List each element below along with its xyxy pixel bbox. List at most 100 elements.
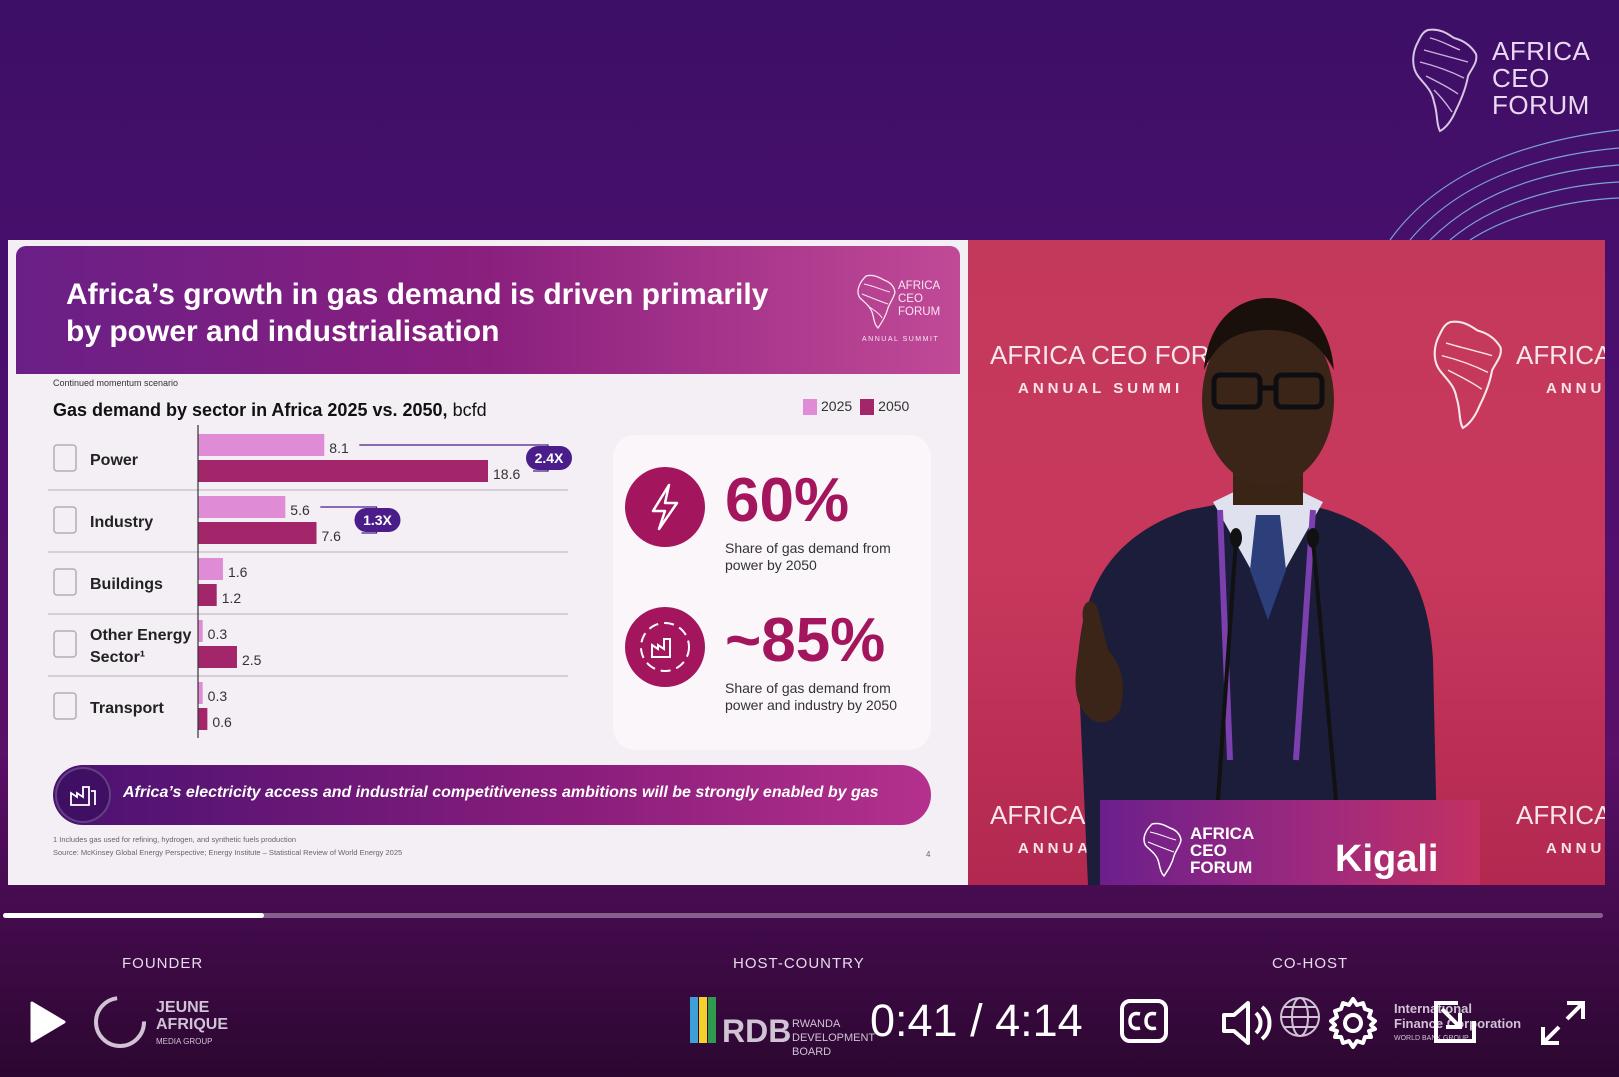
bar-value-label: 8.1 [329, 440, 349, 456]
chart-title: Gas demand by sector in Africa 2025 vs. … [53, 400, 487, 420]
backdrop-logo-text-right: AFRICA [1516, 340, 1605, 370]
backdrop-logo-text-bottom: AFRICA [990, 800, 1086, 830]
category-label: Power [90, 452, 138, 469]
category-label: Sector¹ [90, 649, 145, 666]
slide-title: Africa’s growth in gas demand is driven … [66, 278, 769, 348]
volume-icon [1222, 1001, 1272, 1045]
africa-map-icon [857, 274, 896, 330]
lightning-icon [53, 444, 77, 472]
vehicle-icon [53, 692, 77, 720]
play-icon [30, 1001, 66, 1043]
bar-2050 [198, 708, 208, 730]
backdrop-sub-text-right: ANNU [1546, 380, 1605, 397]
stat-power-desc: Share of gas demand from power by 2050 [725, 540, 891, 573]
multiplier-label: 1.3X [363, 512, 392, 528]
bar-value-label: 2.5 [242, 652, 262, 668]
player-controls: JEUNE AFRIQUE MEDIA GROUP RDB RWANDA DEV… [0, 985, 1619, 1065]
bar-2025 [198, 558, 223, 580]
presentation-slide: Africa’s growth in gas demand is driven … [8, 240, 968, 885]
bar-value-label: 0.3 [208, 688, 228, 704]
miniplayer-icon [1434, 1001, 1476, 1043]
multiplier-badge [526, 446, 572, 470]
time-display: 0:41 / 4:14 [870, 995, 1083, 1046]
bar-value-label: 18.6 [493, 466, 520, 482]
stats-panel: 60% Share of gas demand from power by 205… [613, 435, 931, 750]
lightning-icon [625, 467, 705, 547]
podium-logo-text: AFRICA CEO FORUM [1190, 824, 1255, 877]
globe-icon [1280, 997, 1320, 1037]
miniplayer-button[interactable] [1428, 995, 1484, 1051]
fullscreen-icon [1541, 1001, 1585, 1045]
building-icon [53, 568, 77, 596]
bar-2050 [198, 646, 237, 668]
africa-map-icon [1412, 28, 1478, 133]
backdrop-sub-text-bottom-right: ANNU [1546, 840, 1605, 857]
bar-2025 [198, 434, 325, 456]
backdrop-logo-text-bottom-right: AFRICA [1516, 800, 1605, 830]
legend-item-2050: 2050 [860, 398, 909, 416]
factory-cycle-icon [625, 607, 705, 687]
bar-value-label: 5.6 [290, 502, 310, 518]
africa-map-icon [1433, 320, 1502, 430]
bar-2025 [198, 620, 203, 642]
multiplier-label: 2.4X [535, 450, 564, 466]
stat-power-industry-desc: Share of gas demand from power and indust… [725, 680, 897, 713]
closed-captions-icon [1120, 999, 1168, 1043]
speaker-figure [1075, 298, 1438, 885]
category-label: Industry [90, 514, 153, 531]
rdb-logo: RDB RWANDA DEVELOPMENT BOARD [690, 997, 910, 1058]
decorative-arcs [1389, 129, 1619, 240]
refinery-icon [53, 630, 77, 658]
brand-wordmark: AFRICA CEO FORUM [1492, 36, 1591, 120]
gas-demand-bar-chart: Power 8.1 18.6 Industry 5.6 7.6 Buildings 1.6 1.… [48, 425, 572, 738]
bar-value-label: 0.3 [208, 626, 228, 642]
bar-2025 [198, 496, 286, 518]
backdrop-sub-text-bottom: ANNUAL [1018, 840, 1106, 857]
gear-icon [1329, 997, 1377, 1049]
factory-icon [55, 767, 111, 823]
factory-icon [53, 506, 77, 534]
ifc-logo: International Finance Corporation WORLD … [1278, 995, 1528, 1055]
slide-header: Africa’s growth in gas demand is driven … [16, 246, 960, 374]
podium-city: Kigali [1335, 838, 1439, 880]
host-country-label: HOST-COUNTRY [733, 955, 865, 972]
key-message-banner: Africa’s electricity access and industri… [53, 765, 931, 825]
category-label: Transport [90, 700, 164, 717]
bar-value-label: 0.6 [212, 714, 232, 730]
slide-footnote: 1 Includes gas used for refining, hydrog… [53, 835, 403, 857]
bar-2050 [198, 460, 488, 482]
progress-bar[interactable] [3, 913, 1603, 918]
backdrop-sub-text: ANNUAL SUMMI [1018, 380, 1184, 397]
legend-item-2025: 2025 [803, 398, 852, 416]
stat-power-industry-value: ~85% [725, 606, 886, 675]
podium: AFRICA CEO FORUM Kigali [1100, 800, 1480, 885]
africa-map-icon [1143, 822, 1182, 878]
bar-2025 [198, 682, 203, 704]
multiplier-badge [354, 508, 401, 532]
bar-value-label: 1.2 [222, 590, 242, 606]
ring-logo-icon [94, 996, 146, 1048]
key-message-text: Africa’s electricity access and industri… [123, 784, 879, 801]
slide-logo: AFRICA CEO FORUM ANNUAL SUMMIT [856, 274, 956, 354]
bar-2050 [198, 584, 217, 606]
chart-legend: 2025 2050 [803, 398, 909, 416]
settings-button[interactable] [1325, 995, 1381, 1051]
speaker-video: AFRICA CEO FORU ANNUAL SUMMI AFRICA ANNU… [968, 240, 1605, 885]
scenario-label: Continued momentum scenario [53, 378, 179, 388]
volume-button[interactable] [1218, 995, 1274, 1051]
stat-power-value: 60% [725, 466, 850, 535]
category-label: Other Energy [90, 627, 191, 644]
backdrop-logo-text: AFRICA CEO FORU [990, 340, 1229, 370]
play-button[interactable] [22, 997, 72, 1047]
founder-label: FOUNDER [122, 955, 204, 972]
slide-page-number: 4 [926, 850, 931, 859]
bar-value-label: 7.6 [321, 528, 341, 544]
africa-ceo-forum-logo: AFRICA CEO FORUM [1410, 28, 1600, 138]
co-host-label: CO-HOST [1272, 955, 1349, 972]
captions-button[interactable] [1118, 995, 1170, 1047]
jeune-afrique-logo: JEUNE AFRIQUE MEDIA GROUP [88, 985, 238, 1055]
fullscreen-button[interactable] [1535, 995, 1591, 1051]
progress-fill [3, 913, 264, 918]
category-label: Buildings [90, 576, 163, 593]
bar-2050 [198, 522, 317, 544]
